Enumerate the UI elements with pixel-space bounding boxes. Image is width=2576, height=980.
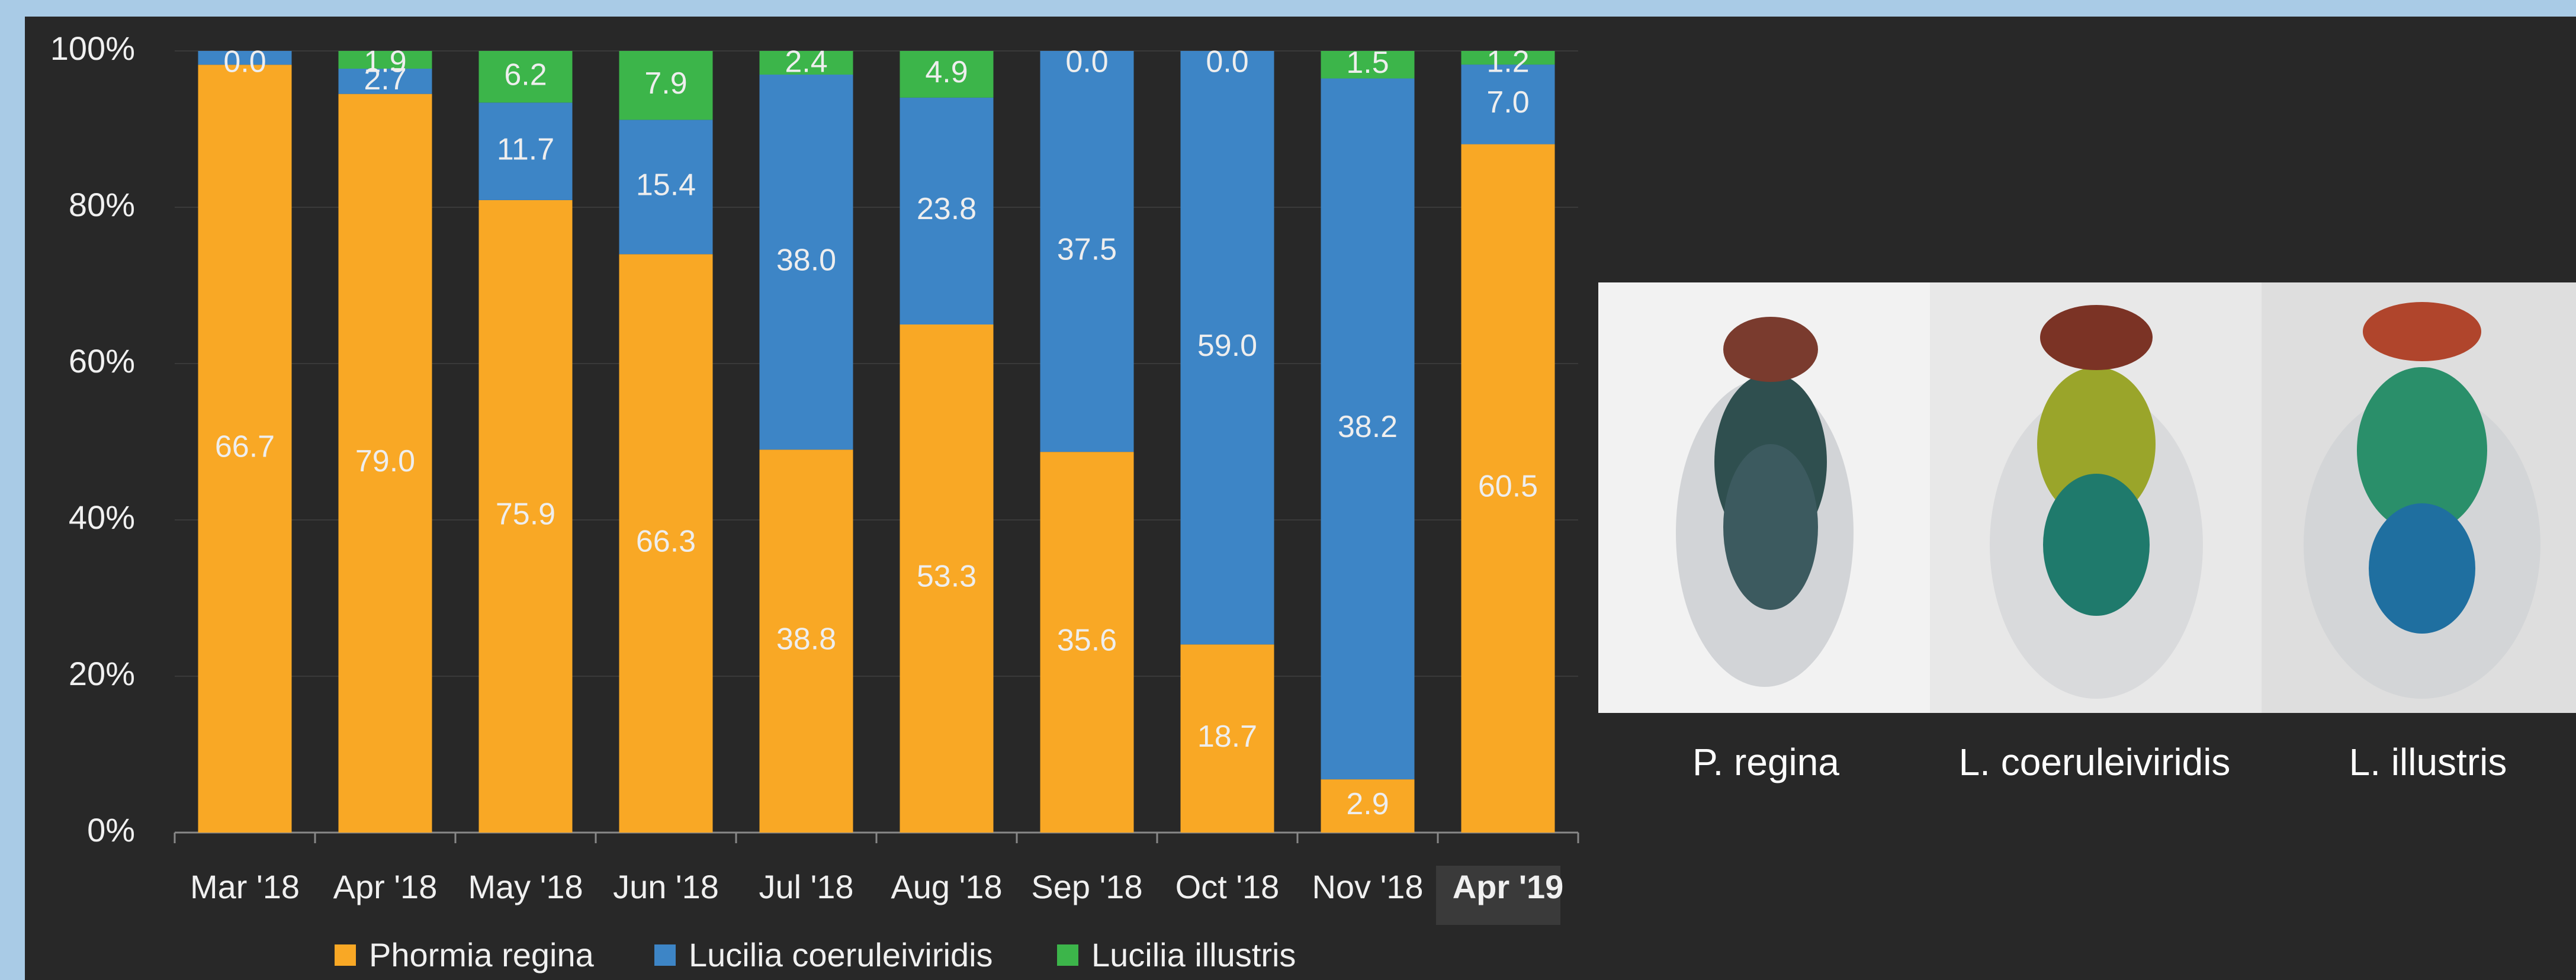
photo-caption: L. illustris <box>2349 741 2507 783</box>
photos: P. regina L. coeruleiviridis L. illustri… <box>1598 282 2576 783</box>
value-label: 1.9 <box>364 45 406 79</box>
value-label: 79.0 <box>355 444 415 478</box>
y-tick-label: 40% <box>69 499 135 536</box>
value-label: 66.7 <box>215 429 275 464</box>
x-tick-label: Nov '18 <box>1312 868 1423 905</box>
value-label: 1.2 <box>1486 45 1529 79</box>
y-tick-label: 0% <box>87 811 135 849</box>
legend-marker <box>335 944 356 966</box>
legend-label: Lucilia illustris <box>1091 936 1296 973</box>
value-label: 38.0 <box>776 243 836 277</box>
x-tick-label: Apr '18 <box>333 868 438 905</box>
value-label: 23.8 <box>917 192 977 226</box>
value-label: 2.4 <box>785 45 827 79</box>
photo-caption: P. regina <box>1692 741 1839 783</box>
value-label: 15.4 <box>636 168 696 203</box>
page: P. regina L. coeruleiviridis L. illustri… <box>0 0 2576 980</box>
value-label: 37.5 <box>1057 232 1117 266</box>
y-tick-label: 100% <box>50 30 135 67</box>
value-label: 75.9 <box>496 497 555 532</box>
value-label: 7.9 <box>644 66 687 101</box>
value-label: 0.0 <box>1206 45 1248 79</box>
value-label: 4.9 <box>925 55 968 89</box>
value-label: 7.0 <box>1486 85 1529 120</box>
value-label: 38.8 <box>776 622 836 656</box>
value-label: 59.0 <box>1197 329 1257 363</box>
value-label: 18.7 <box>1197 719 1257 754</box>
value-label: 11.7 <box>497 132 554 166</box>
x-tick-label: Sep '18 <box>1031 868 1142 905</box>
legend-marker <box>1057 944 1078 966</box>
x-tick-label: Jul '18 <box>759 868 853 905</box>
chart: P. regina L. coeruleiviridis L. illustri… <box>0 0 2576 980</box>
value-label: 35.6 <box>1057 623 1117 657</box>
value-label: 53.3 <box>917 560 977 594</box>
x-tick-label: May '18 <box>468 868 583 905</box>
x-tick-label: Oct '18 <box>1175 868 1280 905</box>
value-label: 0.0 <box>223 45 266 79</box>
value-label: 38.2 <box>1338 410 1398 444</box>
value-label: 1.5 <box>1346 46 1389 80</box>
legend-label: Lucilia coeruleiviridis <box>689 936 993 973</box>
value-label: 0.0 <box>1065 45 1108 79</box>
x-tick-label: Aug '18 <box>891 868 1002 905</box>
legend-marker <box>654 944 676 966</box>
x-tick-label: Jun '18 <box>613 868 719 905</box>
y-tick-label: 20% <box>69 655 135 692</box>
y-tick-label: 80% <box>69 186 135 223</box>
photo-caption: L. coeruleiviridis <box>1959 741 2231 783</box>
y-tick-label: 60% <box>69 342 135 380</box>
value-label: 60.5 <box>1478 470 1538 504</box>
x-tick-label: Mar '18 <box>190 868 300 905</box>
legend-label: Phormia regina <box>369 936 595 973</box>
value-label: 66.3 <box>636 524 696 558</box>
value-label: 2.9 <box>1346 787 1389 821</box>
x-tick-label: Apr '19 <box>1453 868 1564 905</box>
value-label: 6.2 <box>504 57 547 92</box>
